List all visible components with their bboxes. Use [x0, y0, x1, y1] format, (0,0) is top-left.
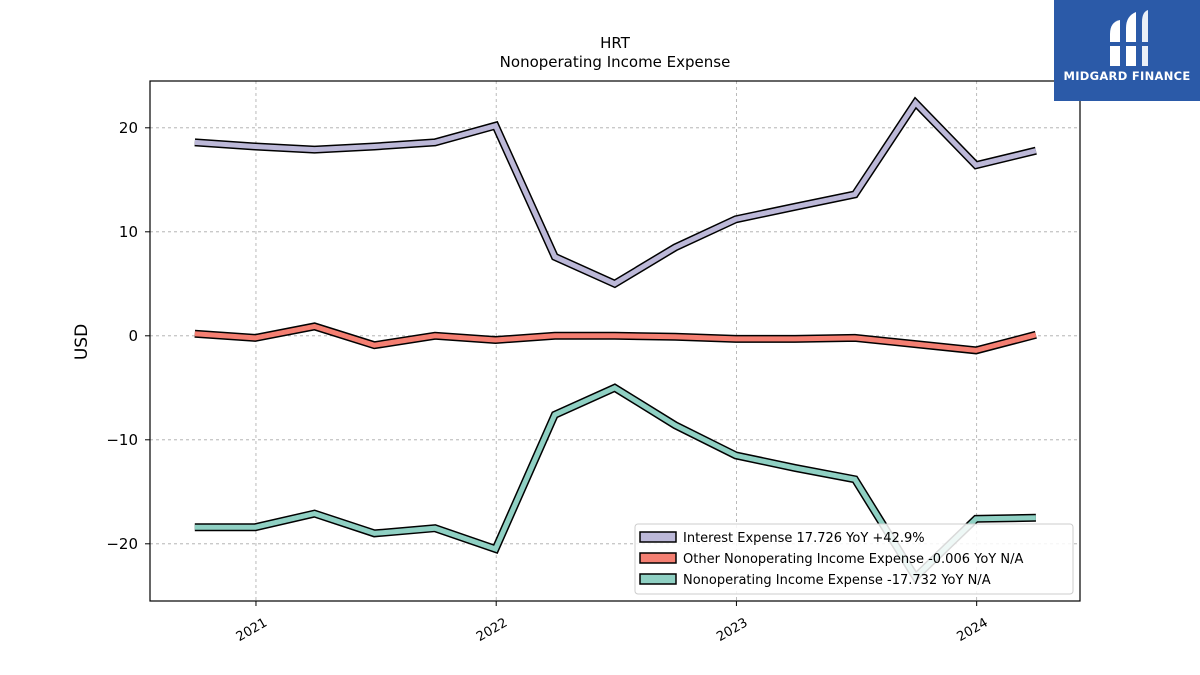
chart-title: HRT [600, 34, 631, 52]
y-axis-ticks: 20 10 0 −10 −20 [106, 119, 150, 553]
x-tick-label: 2022 [474, 615, 510, 645]
y-tick-label: 0 [128, 327, 138, 345]
x-axis-ticks: 2021 2022 2023 2024 [234, 601, 991, 645]
y-tick-label: −10 [106, 431, 138, 449]
brand-logo: MIDGARD FINANCE [1054, 0, 1200, 101]
y-axis-label: USD [72, 324, 92, 360]
chart-subtitle: Nonoperating Income Expense [500, 53, 731, 71]
series-lines [194, 96, 1037, 584]
legend-swatch [639, 552, 677, 564]
plot-frame [149, 80, 1081, 602]
legend-swatch [639, 573, 677, 585]
series-line [194, 323, 1037, 353]
y-tick-label: −20 [106, 535, 138, 553]
legend-label: Interest Expense 17.726 YoY +42.9% [683, 531, 925, 546]
x-tick-label: 2024 [955, 615, 991, 645]
brand-mark-icon [1102, 10, 1152, 66]
legend-label: Other Nonoperating Income Expense -0.006… [683, 552, 1023, 567]
x-tick-label: 2021 [234, 615, 270, 645]
series-line [194, 98, 1037, 287]
y-tick-label: 10 [119, 223, 138, 241]
x-tick-label: 2023 [714, 615, 750, 645]
series-line-outline [194, 96, 1037, 289]
legend-label: Nonoperating Income Expense -17.732 YoY … [683, 573, 991, 588]
legend-swatch [639, 531, 677, 543]
y-tick-label: 20 [119, 119, 138, 137]
legend-box [634, 523, 1074, 595]
legend: Interest Expense 17.726 YoY +42.9% Other … [634, 523, 1074, 595]
brand-name: MIDGARD FINANCE [1063, 69, 1191, 83]
